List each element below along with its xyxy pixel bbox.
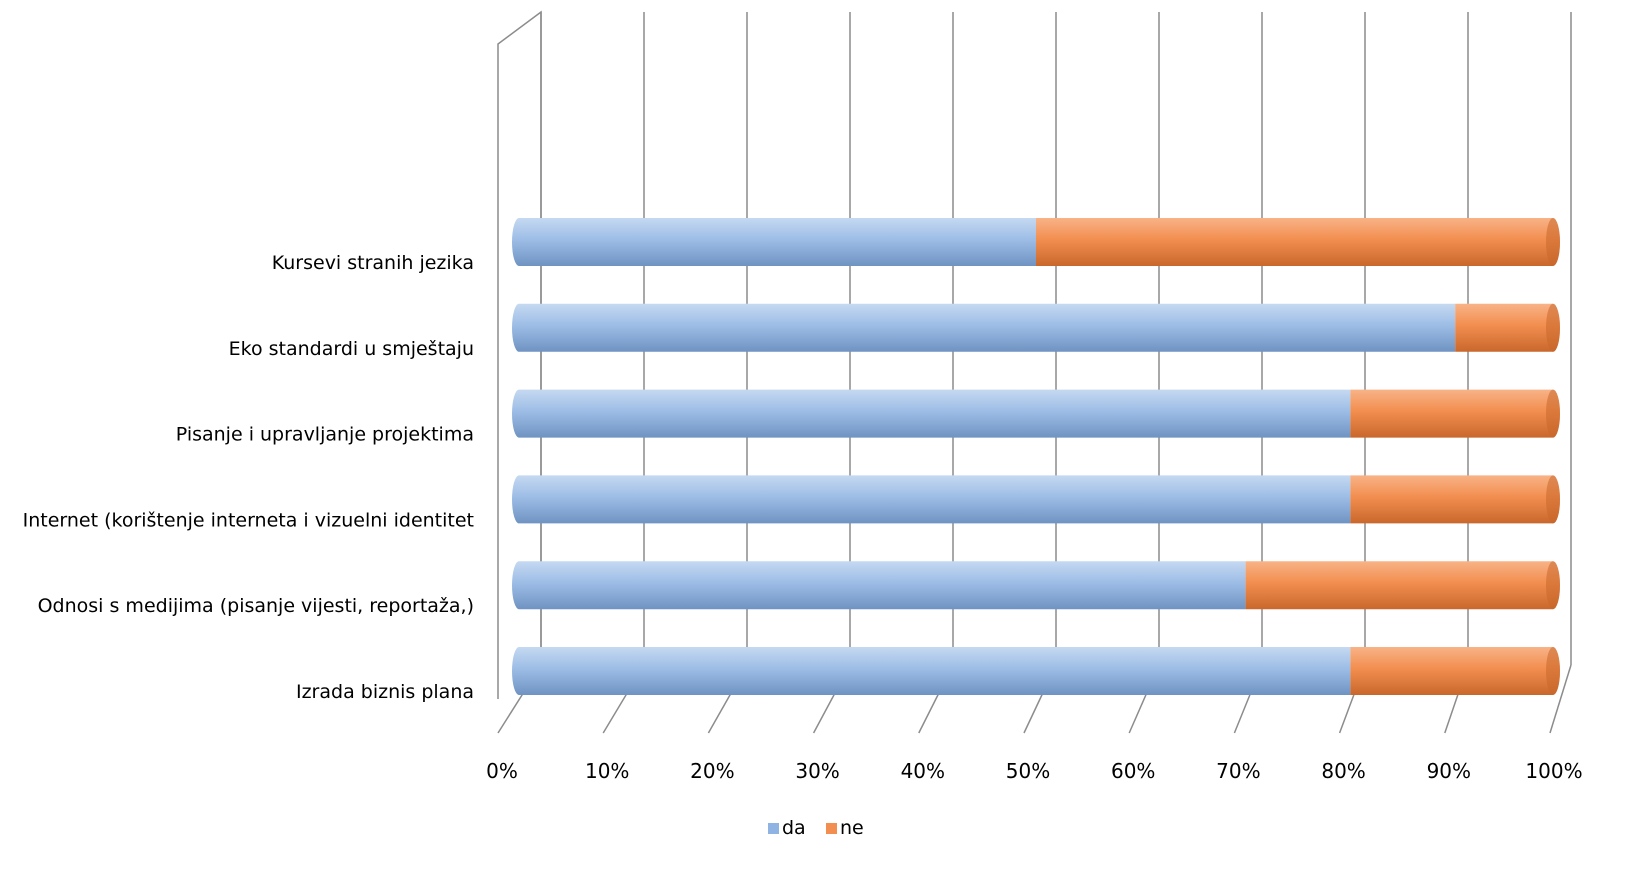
x-tick-label: 10% <box>585 759 629 783</box>
legend-swatch-da <box>768 823 779 834</box>
x-tick-label: 0% <box>486 759 518 783</box>
floor-gridline <box>1549 664 1572 734</box>
bar-da <box>512 303 1456 352</box>
bar-ne <box>1350 647 1560 695</box>
x-tick-label: 50% <box>1006 759 1050 783</box>
bar-da <box>512 561 1246 610</box>
bar-da <box>512 218 1036 266</box>
category-label: Odnosi s medijima (pisanje vijesti, repo… <box>38 595 474 617</box>
legend-swatch-ne <box>826 823 837 834</box>
bar-end-cap <box>1546 389 1560 438</box>
bar-end-cap <box>1546 475 1560 524</box>
x-tick-label: 60% <box>1111 759 1155 783</box>
bar-end-cap <box>1546 218 1560 266</box>
category-label: Internet (korištenje interneta i vizueln… <box>23 509 474 531</box>
x-tick-label: 100% <box>1525 759 1582 783</box>
x-tick-label: 90% <box>1427 759 1471 783</box>
legend: da ne <box>768 817 864 839</box>
bar-da <box>512 475 1351 524</box>
grid-layer <box>497 12 1572 734</box>
category-label: Pisanje i upravljanje projektima <box>176 424 474 446</box>
legend-label-da: da <box>782 817 806 839</box>
x-tick-label: 30% <box>795 759 839 783</box>
bar-layer <box>512 218 1560 695</box>
bar-ne <box>1036 218 1560 266</box>
bar-ne <box>1350 389 1560 438</box>
x-tick-label: 40% <box>901 759 945 783</box>
category-label: Izrada biznis plana <box>296 681 474 703</box>
x-tick-label: 20% <box>690 759 734 783</box>
x-tick-label: 70% <box>1216 759 1260 783</box>
bar-da <box>512 647 1351 695</box>
category-label: Kursevi stranih jezika <box>272 252 474 274</box>
bar-ne <box>1455 303 1560 352</box>
x-tick-label: 80% <box>1321 759 1365 783</box>
bar-end-cap <box>1546 303 1560 352</box>
label-layer: 0% 10% 20% 30% 40% 50% 60% 70% 80% 90% 100% Kursevi… <box>23 252 1583 783</box>
legend-label-ne: ne <box>840 817 864 839</box>
category-label: Eko standardi u smještaju <box>229 338 474 360</box>
bar-end-cap <box>1546 561 1560 610</box>
bar-da <box>512 389 1351 438</box>
bar-ne <box>1350 475 1560 524</box>
bar-ne <box>1245 561 1560 610</box>
bar-end-cap <box>1546 647 1560 695</box>
